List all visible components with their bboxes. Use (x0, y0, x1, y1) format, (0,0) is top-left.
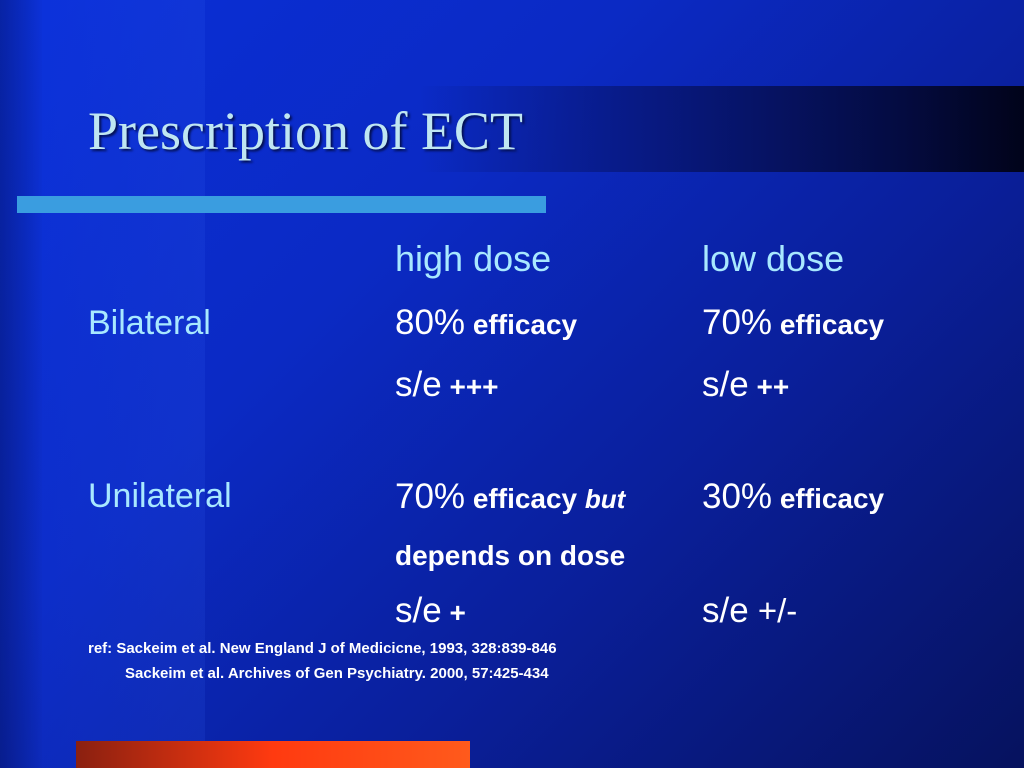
row-label-bilateral: Bilateral (88, 304, 211, 342)
left-edge-shade (0, 0, 42, 768)
unilateral-low-se-label: s/e (702, 591, 749, 630)
bilateral-low-efficacy-label: efficacy (772, 309, 885, 340)
unilateral-low-efficacy-label: efficacy (772, 483, 885, 514)
bilateral-low-se-label: s/e (702, 365, 749, 404)
bilateral-high-side-effects: s/e +++ (395, 365, 499, 405)
bilateral-low-side-effects: s/e ++ (702, 365, 789, 405)
unilateral-high-se-level: + (441, 597, 466, 628)
bilateral-low-percent: 70% (702, 303, 773, 342)
reference-line-2: Sackeim et al. Archives of Gen Psychiatr… (125, 665, 549, 682)
unilateral-high-depends-on-dose: depends on dose (395, 540, 626, 571)
bilateral-high-percent: 80% (395, 303, 466, 342)
unilateral-high-but: but (584, 484, 626, 514)
column-header-low-dose: low dose (702, 238, 845, 279)
left-background-band (0, 0, 205, 768)
row-label-unilateral: Unilateral (88, 477, 232, 515)
bilateral-high-efficacy-label: efficacy (465, 309, 578, 340)
reference-line-1: ref: Sackeim et al. New England J of Med… (88, 640, 557, 657)
bilateral-low-se-level: ++ (748, 371, 790, 402)
bilateral-high-se-label: s/e (395, 365, 442, 404)
bilateral-high-se-level: +++ (441, 371, 499, 402)
unilateral-high-se-label: s/e (395, 591, 442, 630)
bottom-accent-bar (76, 741, 470, 768)
unilateral-low-se-level: +/- (748, 592, 798, 629)
slide-title: Prescription of ECT (88, 101, 523, 161)
unilateral-low-side-effects: s/e +/- (702, 591, 797, 631)
unilateral-high-efficacy: 70% efficacy but (395, 477, 625, 517)
title-dark-bar (420, 86, 1024, 172)
unilateral-low-efficacy: 30% efficacy (702, 477, 884, 517)
title-underline-accent (17, 196, 546, 213)
bilateral-high-efficacy: 80% efficacy (395, 303, 577, 343)
column-header-high-dose: high dose (395, 238, 552, 279)
bilateral-low-efficacy: 70% efficacy (702, 303, 884, 343)
unilateral-high-efficacy-label: efficacy (465, 483, 585, 514)
unilateral-low-percent: 30% (702, 477, 773, 516)
unilateral-high-side-effects: s/e + (395, 591, 466, 631)
unilateral-high-percent: 70% (395, 477, 466, 516)
